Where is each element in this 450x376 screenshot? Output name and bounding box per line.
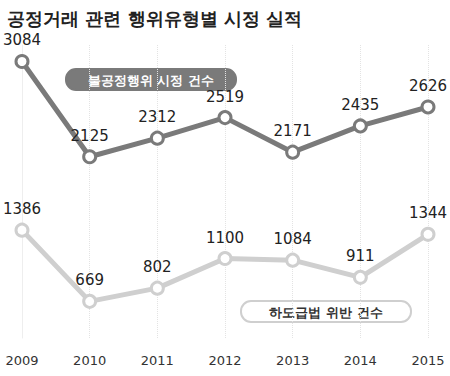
svg-text:2435: 2435 xyxy=(341,96,379,114)
svg-text:2015: 2015 xyxy=(411,353,444,368)
svg-text:2519: 2519 xyxy=(206,88,244,106)
svg-text:2010: 2010 xyxy=(73,353,106,368)
svg-text:2012: 2012 xyxy=(208,353,241,368)
svg-text:하도급법 위반 건수: 하도급법 위반 건수 xyxy=(269,305,382,320)
svg-text:1100: 1100 xyxy=(206,229,244,247)
svg-text:3084: 3084 xyxy=(3,31,41,49)
svg-text:1344: 1344 xyxy=(409,204,447,222)
svg-text:불공정행위 시정 건수: 불공정행위 시정 건수 xyxy=(88,73,214,88)
svg-text:2125: 2125 xyxy=(71,127,109,145)
svg-text:1386: 1386 xyxy=(3,200,41,218)
svg-text:802: 802 xyxy=(143,258,172,276)
svg-text:2013: 2013 xyxy=(276,353,309,368)
svg-text:2011: 2011 xyxy=(141,353,174,368)
svg-text:911: 911 xyxy=(346,247,375,265)
svg-text:669: 669 xyxy=(75,271,104,289)
svg-text:2312: 2312 xyxy=(138,108,176,126)
svg-text:2171: 2171 xyxy=(274,122,312,140)
svg-text:1084: 1084 xyxy=(274,230,312,248)
svg-text:2009: 2009 xyxy=(5,353,38,368)
svg-text:공정거래 관련 행위유형별 시정 실적: 공정거래 관련 행위유형별 시정 실적 xyxy=(7,8,302,29)
svg-text:2014: 2014 xyxy=(344,353,377,368)
svg-text:2626: 2626 xyxy=(409,77,447,95)
